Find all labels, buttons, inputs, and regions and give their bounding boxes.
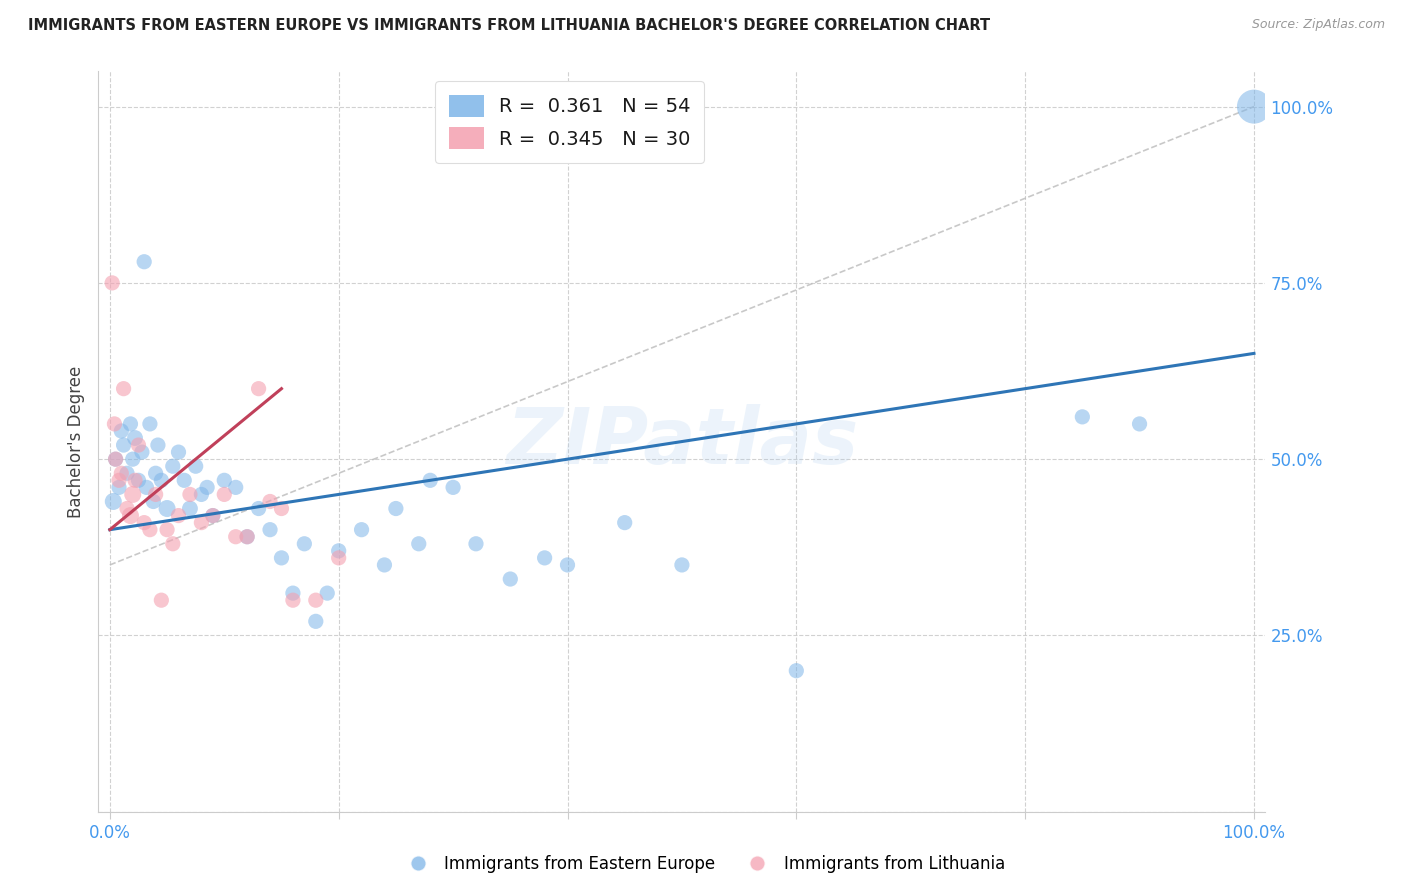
Point [281, 593, 304, 607]
Point [201, 508, 224, 523]
Point [110, 424, 132, 438]
Point [305, 593, 328, 607]
Point [134, 254, 156, 268]
Point [127, 438, 149, 452]
Point [131, 445, 153, 459]
Point [533, 550, 555, 565]
Point [103, 494, 125, 508]
Point [214, 487, 236, 501]
Point [785, 664, 807, 678]
Point [150, 593, 173, 607]
Point [1243, 100, 1265, 114]
Point [1128, 417, 1150, 431]
Point [270, 501, 292, 516]
Point [156, 523, 179, 537]
Point [184, 459, 207, 474]
Point [179, 487, 201, 501]
Point [135, 480, 157, 494]
Point [441, 480, 464, 494]
Point [121, 487, 143, 501]
Point [115, 467, 138, 481]
Point [225, 530, 247, 544]
Point [173, 473, 195, 487]
Point [101, 276, 124, 290]
Point [139, 417, 162, 431]
Point [110, 467, 132, 481]
Point [557, 558, 579, 572]
Point [225, 480, 247, 494]
Point [146, 438, 169, 452]
Point [134, 516, 156, 530]
Point [103, 417, 125, 431]
Point [270, 550, 292, 565]
Y-axis label: Bachelor's Degree: Bachelor's Degree [67, 366, 86, 517]
Text: Source: ZipAtlas.com: Source: ZipAtlas.com [1251, 18, 1385, 31]
Point [190, 487, 212, 501]
Point [671, 558, 693, 572]
Point [247, 382, 270, 396]
Point [150, 473, 173, 487]
Point [316, 586, 339, 600]
Point [115, 501, 138, 516]
Point [112, 438, 135, 452]
Point [145, 467, 167, 481]
Point [408, 537, 430, 551]
Point [124, 473, 146, 487]
Point [108, 473, 131, 487]
Point [162, 537, 184, 551]
Point [120, 417, 142, 431]
Point [145, 487, 167, 501]
Point [350, 523, 373, 537]
Point [156, 501, 179, 516]
Text: IMMIGRANTS FROM EASTERN EUROPE VS IMMIGRANTS FROM LITHUANIA BACHELOR'S DEGREE CO: IMMIGRANTS FROM EASTERN EUROPE VS IMMIGR… [28, 18, 990, 33]
Point [139, 523, 162, 537]
Point [499, 572, 522, 586]
Point [201, 508, 224, 523]
Point [328, 550, 350, 565]
Text: ZIPatlas: ZIPatlas [506, 403, 858, 480]
Point [373, 558, 395, 572]
Point [236, 530, 259, 544]
Point [1071, 409, 1094, 424]
Point [214, 473, 236, 487]
Point [104, 452, 127, 467]
Point [195, 480, 218, 494]
Point [112, 382, 135, 396]
Point [179, 501, 201, 516]
Point [127, 473, 149, 487]
Point [259, 494, 281, 508]
Point [190, 516, 212, 530]
Point [613, 516, 636, 530]
Point [259, 523, 281, 537]
Point [162, 459, 184, 474]
Point [124, 431, 146, 445]
Point [247, 501, 270, 516]
Point [281, 586, 304, 600]
Point [142, 494, 165, 508]
Point [236, 530, 259, 544]
Point [292, 537, 315, 551]
Point [328, 544, 350, 558]
Point [121, 452, 143, 467]
Point [108, 480, 131, 494]
Point [465, 537, 488, 551]
Point [419, 473, 441, 487]
Point [120, 508, 142, 523]
Point [385, 501, 408, 516]
Point [104, 452, 127, 467]
Legend: Immigrants from Eastern Europe, Immigrants from Lithuania: Immigrants from Eastern Europe, Immigran… [394, 848, 1012, 880]
Point [167, 508, 190, 523]
Point [305, 615, 328, 629]
Point [167, 445, 190, 459]
Legend: R =  0.361   N = 54, R =  0.345   N = 30: R = 0.361 N = 54, R = 0.345 N = 30 [434, 81, 704, 163]
